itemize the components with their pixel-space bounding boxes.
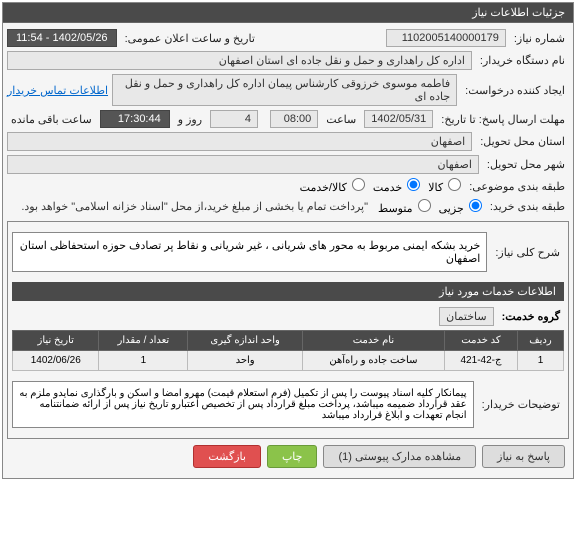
panel-body: شماره نیاز: 1102005140000179 تاریخ و ساع… — [3, 23, 573, 478]
buyer-label: نام دستگاه خریدار: — [476, 54, 569, 67]
time-label-1: ساعت — [322, 113, 360, 126]
table-header: ردیف — [518, 331, 564, 351]
class-service-option[interactable]: خدمت — [373, 178, 420, 194]
deadline-time: 08:00 — [270, 110, 318, 128]
city-value: اصفهان — [7, 155, 479, 174]
back-button[interactable]: بازگشت — [193, 445, 261, 468]
print-button[interactable]: چاپ — [267, 445, 318, 468]
class-radios: کالا خدمت کالا/خدمت — [300, 178, 462, 194]
table-header: واحد اندازه گیری — [188, 331, 303, 351]
province-value: اصفهان — [7, 132, 472, 151]
pub-date-value: 1402/05/26 - 11:54 — [7, 29, 117, 47]
budget-label: طبقه بندی خرید: — [486, 200, 569, 213]
budget-mid-option[interactable]: متوسط — [378, 199, 431, 215]
table-cell: ساخت جاده و راه‌آهن — [302, 351, 444, 371]
panel-title: جزئیات اطلاعات نیاز — [3, 3, 573, 23]
table-cell: 1402/06/26 — [13, 351, 99, 371]
table-cell: ج-42-421 — [444, 351, 517, 371]
table-header: کد خدمت — [444, 331, 517, 351]
budget-note: "پرداخت تمام یا بخشی از مبلغ خرید،از محل… — [7, 198, 374, 215]
contact-link[interactable]: اطلاعات تماس خریدار — [7, 84, 108, 97]
info-header: اطلاعات خدمات مورد نیاز — [12, 282, 564, 301]
class-goods-option[interactable]: کالا — [428, 178, 461, 194]
need-no-label: شماره نیاز: — [510, 32, 569, 45]
budget-radios: جزیی متوسط — [378, 199, 482, 215]
action-buttons: پاسخ به نیاز مشاهده مدارک پیوستی (1) چاپ… — [7, 439, 569, 474]
table-row: 1ج-42-421ساخت جاده و راه‌آهنواحد11402/06… — [13, 351, 564, 371]
details-panel: جزئیات اطلاعات نیاز شماره نیاز: 11020051… — [2, 2, 574, 479]
table-header: تعداد / مقدار — [99, 331, 188, 351]
table-cell: 1 — [518, 351, 564, 371]
desc-value: خرید بشکه ایمنی مربوط به محور های شریانی… — [12, 232, 487, 272]
pub-date-label: تاریخ و ساعت اعلان عمومی: — [121, 32, 259, 45]
deadline-date: 1402/05/31 — [364, 110, 433, 128]
days-label: روز و — [174, 113, 206, 126]
city-label: شهر محل تحویل: — [483, 158, 569, 171]
class-label: طبقه بندی موضوعی: — [465, 180, 569, 193]
table-header: نام خدمت — [302, 331, 444, 351]
desc-label: شرح کلی نیاز: — [491, 246, 564, 259]
deadline-label: مهلت ارسال پاسخ: تا تاریخ: — [437, 113, 569, 126]
remain-label: ساعت باقی مانده — [7, 113, 96, 126]
remain-value: 17:30:44 — [100, 110, 170, 128]
table-header: تاریخ نیاز — [13, 331, 99, 351]
buyer-notes-value: پیمانکار کلیه اسناد پیوست را پس از تکمیل… — [12, 381, 474, 428]
creator-value: فاطمه موسوی خرزوقی کارشناس پیمان اداره ک… — [112, 74, 457, 106]
buyer-value: اداره کل راهداری و حمل و نقل جاده ای است… — [7, 51, 472, 70]
creator-label: ایجاد کننده درخواست: — [461, 84, 569, 97]
group-label: گروه خدمت: — [498, 308, 564, 325]
services-table: ردیفکد خدمتنام خدمتواحد اندازه گیریتعداد… — [12, 330, 564, 371]
province-label: استان محل تحویل: — [476, 135, 569, 148]
inner-section: شرح کلی نیاز: خرید بشکه ایمنی مربوط به م… — [7, 221, 569, 439]
respond-button[interactable]: پاسخ به نیاز — [482, 445, 565, 468]
buyer-notes-label: توضیحات خریدار: — [478, 398, 564, 411]
days-value: 4 — [210, 110, 258, 128]
table-cell: 1 — [99, 351, 188, 371]
class-both-option[interactable]: کالا/خدمت — [300, 178, 365, 194]
table-cell: واحد — [188, 351, 303, 371]
need-no-value: 1102005140000179 — [386, 29, 506, 47]
group-value: ساختمان — [439, 307, 493, 326]
attachments-button[interactable]: مشاهده مدارک پیوستی (1) — [323, 445, 476, 468]
budget-small-option[interactable]: جزیی — [439, 199, 482, 215]
